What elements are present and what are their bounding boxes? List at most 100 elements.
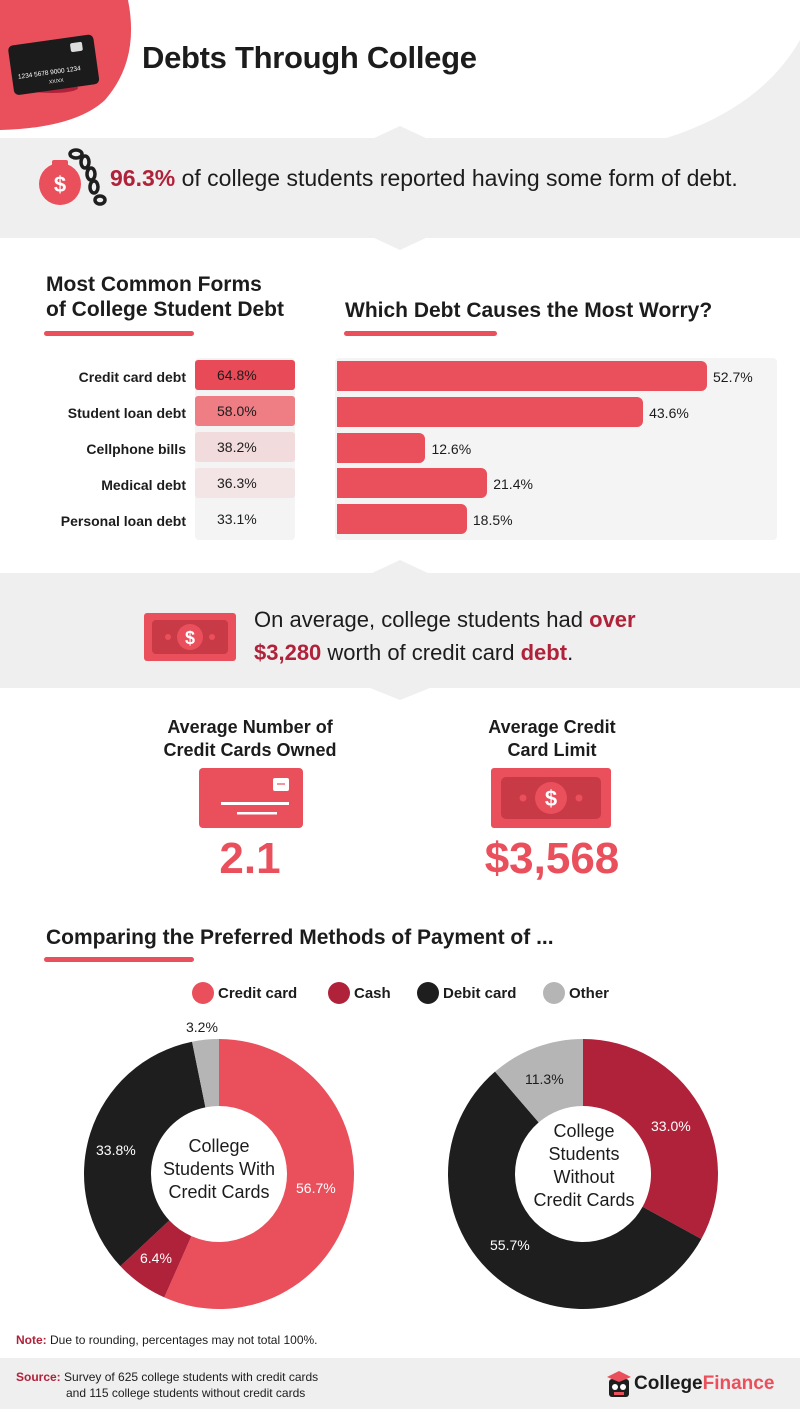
avg-debt-over: over (589, 607, 636, 632)
legend-label-cash: Cash (354, 985, 391, 1002)
source-label: Source: (16, 1370, 61, 1384)
stat-title-line: Average Number of (167, 717, 333, 737)
collegefinance-logo-icon (607, 1371, 631, 1397)
band2-top-pointer (370, 560, 430, 574)
donut2-center-line: Students (548, 1144, 620, 1164)
donut1-slice-other (192, 1039, 219, 1108)
donut1-center-line: College (188, 1136, 250, 1156)
forms-row-label: Cellphone bills (86, 441, 186, 457)
payment-donut-charts (83, 1039, 718, 1309)
worry-title-underline (344, 331, 497, 336)
note-text: Due to rounding, percentages may not tot… (46, 1333, 318, 1347)
band1-top-pointer (370, 126, 430, 140)
donut1-slice-credit-card (164, 1039, 354, 1309)
source-text: Source: Survey of 625 college students w… (16, 1369, 318, 1401)
debt-stat-text: 96.3% of college students reported havin… (110, 165, 738, 192)
stat-title-line: Credit Cards Owned (163, 740, 337, 760)
worry-bar (337, 361, 707, 391)
worry-bar-label: 21.4% (493, 476, 533, 492)
legend-label-credit-card: Credit card (218, 985, 298, 1002)
donut1-label-other: 3.2% (186, 1019, 218, 1035)
source-line2: and 115 college students without credit … (66, 1386, 306, 1400)
worry-bar (337, 433, 426, 463)
donut1-center-label: College Students With Credit Cards (159, 1135, 279, 1204)
source-band (0, 1358, 800, 1409)
stat-title-line: Average Credit (488, 717, 616, 737)
avg-debt-period: . (567, 640, 574, 665)
brand-part1: College (634, 1373, 703, 1394)
donut2-slice-debit-card (447, 1071, 702, 1309)
band2-pointer (370, 688, 430, 700)
legend-dot-cash (328, 982, 350, 1004)
payment-section-title: Comparing the Preferred Methods of Payme… (46, 926, 554, 949)
stat-credit-limit-value: $3,568 (484, 834, 620, 883)
donut2-slice-cash (583, 1039, 718, 1240)
legend-label-debit-card: Debit card (443, 985, 517, 1002)
worry-bar-label: 12.6% (431, 441, 472, 457)
stat-title-line: Card Limit (507, 740, 597, 760)
forms-title-underline (44, 331, 194, 336)
debt-stat-band (0, 138, 800, 238)
worry-bar-label: 43.6% (649, 405, 689, 421)
forms-row-label: Personal loan debt (60, 513, 186, 529)
donut2-slice-other (495, 1039, 583, 1123)
cash-bill-icon: $ (144, 613, 236, 661)
donut1-label-cash: 6.4% (140, 1250, 172, 1266)
legend-dot-other (543, 982, 565, 1004)
worry-bar-label: 52.7% (713, 369, 753, 385)
avg-debt-amount: $3,280 (254, 640, 322, 665)
donut2-center-line: Credit Cards (533, 1190, 635, 1210)
forms-cell: 36.3% (195, 468, 295, 498)
debt-stat-description: of college students reported having some… (175, 165, 738, 191)
footnote: Note: Due to rounding, percentages may n… (16, 1333, 318, 1347)
forms-table: 64.8% 58.0% 38.2% 36.3% 33.1% Credit car… (0, 358, 300, 540)
debt-stat-value: 96.3% (110, 165, 176, 191)
forms-cell: 58.0% (195, 396, 295, 426)
donut2-center-line: Without (553, 1167, 615, 1187)
worry-section-title: Which Debt Causes the Most Worry? (345, 299, 713, 322)
donut1-slice-debit-card (83, 1041, 206, 1267)
stat-credit-limit-title: Average Credit Card Limit (432, 716, 672, 762)
worry-bar (337, 468, 488, 498)
svg-text:$: $ (185, 628, 195, 648)
legend-dot-credit-card (192, 982, 214, 1004)
legend-dot-debit-card (417, 982, 439, 1004)
brand-name: CollegeFinance (634, 1373, 774, 1395)
avg-debt-text: On average, college students had over $3… (254, 603, 636, 669)
page-title: Debts Through College (142, 40, 477, 75)
svg-text:$: $ (54, 172, 66, 197)
forms-cell: 64.8% (195, 360, 295, 390)
donut2-center-line: College (553, 1121, 615, 1141)
avg-debt-line1: On average, college students had (254, 607, 590, 632)
credit-card-icon: 1234 5678 9000 1234 XX/XX (8, 34, 100, 95)
donut2-label-cash: 33.0% (651, 1118, 691, 1134)
stat-cards-owned-title: Average Number of Credit Cards Owned (130, 716, 370, 762)
forms-row-label: Student loan debt (67, 405, 186, 421)
forms-section-title: Most Common Forms of College Student Deb… (46, 272, 284, 322)
cash-bill-icon-large: $ (491, 768, 611, 828)
ball-and-chain-icon: $ (39, 148, 107, 206)
donut2-label-other: 11.3% (525, 1071, 564, 1087)
worry-bar (337, 397, 644, 427)
header-decoration: 1234 5678 9000 1234 XX/XX (0, 0, 800, 140)
forms-title-line2: of College Student Debt (46, 298, 284, 321)
forms-cell: 38.2% (195, 432, 295, 462)
payment-title-underline (44, 957, 194, 962)
donut1-label-debit-card: 33.8% (96, 1142, 136, 1158)
source-line1: Survey of 625 college students with cred… (64, 1370, 319, 1384)
worry-bar (337, 504, 467, 534)
header-corner-shape (660, 40, 800, 140)
stat-cards-owned-value: 2.1 (219, 834, 281, 883)
donut2-center-label: College Students Without Credit Cards (524, 1120, 644, 1212)
forms-row-label: Medical debt (101, 477, 186, 493)
donut2-label-debit-card: 55.7% (490, 1237, 530, 1253)
forms-title-line1: Most Common Forms (46, 273, 262, 296)
forms-row-label: Credit card debt (78, 369, 186, 385)
legend-label-other: Other (569, 985, 610, 1002)
svg-text:$: $ (545, 786, 557, 811)
donut1-label-credit-card: 56.7% (296, 1180, 336, 1196)
avg-debt-line2: worth of credit card (321, 640, 521, 665)
note-label: Note: (16, 1333, 47, 1347)
avg-debt-word: debt (520, 640, 568, 665)
credit-card-outline-icon (199, 768, 303, 828)
